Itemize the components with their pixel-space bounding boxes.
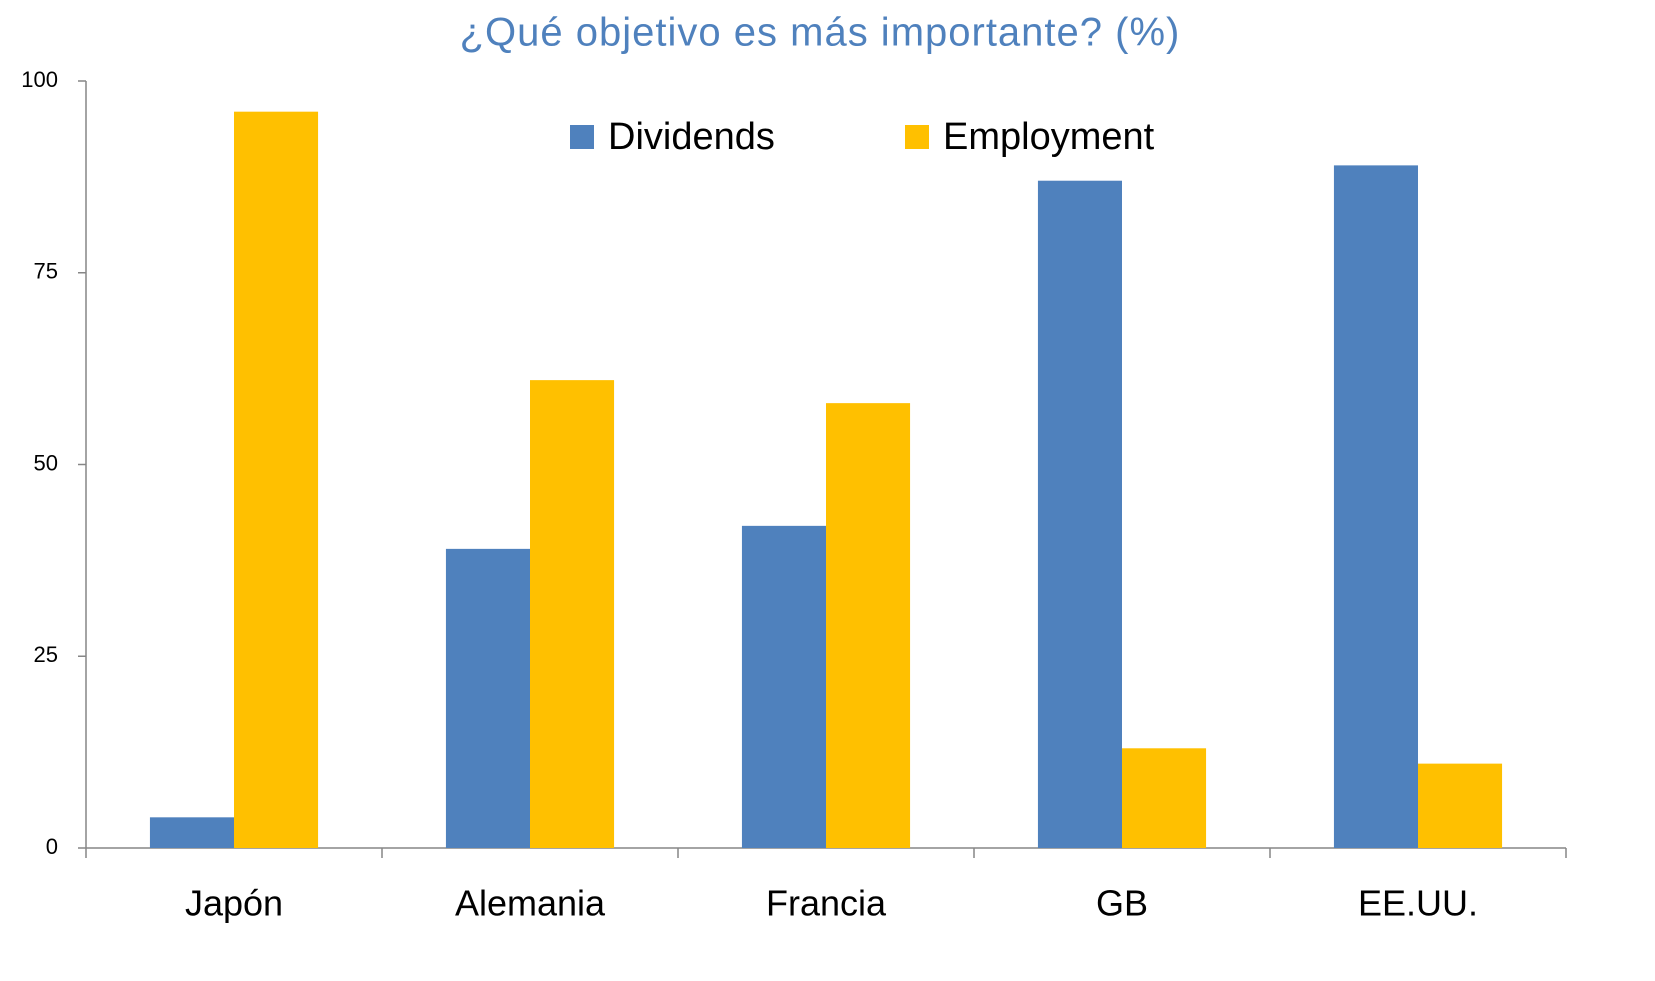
- bar: [1122, 748, 1207, 848]
- x-tick-label: Francia: [766, 883, 887, 924]
- bar: [1037, 180, 1122, 848]
- legend-label: Dividends: [608, 116, 775, 158]
- bar: [149, 817, 234, 848]
- bar: [530, 380, 615, 848]
- bar: [826, 403, 911, 848]
- y-tick-label: 50: [34, 450, 58, 475]
- x-tick-label: GB: [1096, 883, 1148, 924]
- legend-label: Employment: [943, 116, 1155, 158]
- y-tick-label: 100: [21, 67, 58, 92]
- legend-swatch: [570, 125, 594, 149]
- x-tick-label: EE.UU.: [1358, 883, 1478, 924]
- bar: [741, 525, 826, 848]
- y-tick-label: 25: [34, 642, 58, 667]
- y-tick-label: 75: [34, 259, 58, 284]
- x-tick-label: Alemania: [455, 883, 606, 924]
- bar: [445, 548, 530, 848]
- bar: [1333, 165, 1418, 848]
- legend-swatch: [905, 125, 929, 149]
- bar: [1418, 763, 1503, 848]
- bar: [234, 111, 319, 849]
- x-tick-label: Japón: [185, 883, 283, 924]
- chart-title: ¿Qué objetivo es más importante? (%): [460, 11, 1181, 55]
- y-tick-label: 0: [46, 834, 58, 859]
